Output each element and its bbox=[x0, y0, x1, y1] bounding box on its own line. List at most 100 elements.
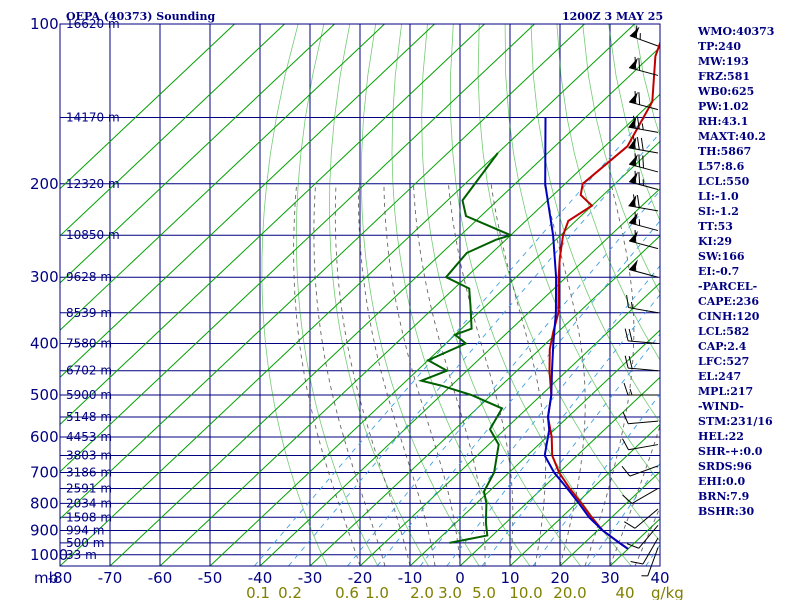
param-item: SW:166 bbox=[698, 250, 745, 263]
pressure-tick-label: 900 bbox=[30, 521, 59, 539]
mixing-ratio-label: 3.0 bbox=[438, 584, 462, 600]
height-label: 5148 m bbox=[66, 410, 112, 424]
moist-adiabat-line bbox=[357, 183, 436, 566]
param-item: LCL:582 bbox=[698, 325, 750, 338]
param-item: SHR-+:0.0 bbox=[698, 445, 763, 458]
pressure-tick-label: 200 bbox=[30, 175, 59, 193]
isotherm-line bbox=[60, 24, 535, 473]
temperature-tick-label: -30 bbox=[298, 569, 323, 587]
dry-adiabat-line bbox=[556, 24, 660, 361]
param-item: -PARCEL- bbox=[698, 280, 758, 293]
mixing-ratio-label: 2.0 bbox=[410, 584, 434, 600]
isotherm-line bbox=[109, 46, 660, 566]
dry-adiabat-line bbox=[295, 24, 379, 566]
param-item: EI:-0.7 bbox=[698, 265, 740, 278]
dry-adiabat-line bbox=[504, 24, 660, 484]
pressure-tick-label: 700 bbox=[30, 464, 59, 482]
isotherm-line bbox=[60, 24, 485, 426]
wind-barb bbox=[641, 547, 659, 577]
parcel-line bbox=[543, 117, 629, 550]
pressure-tick-label: 100 bbox=[30, 15, 59, 33]
temperature-line bbox=[546, 40, 660, 550]
mixing-ratio-unit: g/kg bbox=[651, 584, 684, 600]
height-label: 14170 m bbox=[66, 110, 120, 124]
height-label: 7580 m bbox=[66, 337, 112, 351]
mixing-ratio-label: 0.2 bbox=[278, 584, 302, 600]
temperature-tick-label: -20 bbox=[348, 569, 373, 587]
mixing-ratio-label: 0.6 bbox=[335, 584, 359, 600]
mixing-ratio-line bbox=[481, 333, 660, 566]
height-label: 500 m bbox=[66, 536, 104, 550]
dry-adiabat-line bbox=[261, 24, 328, 566]
param-item: FRZ:581 bbox=[698, 70, 751, 83]
temperature-tick-label: 30 bbox=[600, 569, 619, 587]
isotherm-line bbox=[559, 470, 660, 566]
wind-barb bbox=[621, 438, 659, 451]
mixing-ratio-line bbox=[254, 117, 646, 566]
param-item: CAP:2.4 bbox=[698, 340, 747, 353]
wind-barb bbox=[628, 194, 659, 212]
wind-barb bbox=[624, 328, 659, 345]
dewpoint-line bbox=[418, 152, 514, 544]
dry-adiabat-line bbox=[421, 24, 581, 566]
height-label: 12320 m bbox=[66, 177, 120, 191]
param-item: CAPE:236 bbox=[698, 295, 759, 308]
dry-adiabat-line bbox=[391, 24, 531, 566]
moist-adiabat-line bbox=[584, 183, 635, 566]
pressure-tick-label: 300 bbox=[30, 268, 59, 286]
temperature-tick-label: -50 bbox=[198, 569, 223, 587]
param-item: L57:8.6 bbox=[698, 160, 745, 173]
height-label: 2591 m bbox=[66, 481, 112, 495]
wind-barb bbox=[626, 294, 659, 314]
mixing-ratio-label: 0.1 bbox=[246, 584, 270, 600]
param-item: MPL:217 bbox=[698, 385, 754, 398]
isotherm-line bbox=[60, 24, 385, 331]
dry-adiabat-line bbox=[360, 24, 480, 566]
wind-barb bbox=[628, 211, 659, 232]
pressure-tick-label: 1000 bbox=[30, 546, 68, 564]
param-item: TH:5867 bbox=[698, 145, 752, 158]
height-label: 1508 m bbox=[66, 510, 112, 524]
param-item: RH:43.1 bbox=[698, 115, 749, 128]
param-item: KI:29 bbox=[698, 235, 733, 248]
isotherm-line bbox=[359, 282, 660, 566]
param-item: CINH:120 bbox=[698, 310, 760, 323]
param-item: LCL:550 bbox=[698, 175, 750, 188]
temperature-tick-label: 10 bbox=[500, 569, 519, 587]
mixing-ratio-label: 20.0 bbox=[553, 584, 586, 600]
moist-adiabat-line bbox=[447, 183, 514, 566]
wind-barb bbox=[630, 537, 659, 565]
param-item: MAXT:40.2 bbox=[698, 130, 766, 143]
param-item: LFC:527 bbox=[698, 355, 750, 368]
height-label: 5900 m bbox=[66, 388, 112, 402]
pressure-tick-label: 400 bbox=[30, 335, 59, 353]
height-label: 4453 m bbox=[66, 430, 112, 444]
wind-barb bbox=[628, 230, 659, 250]
height-label: 9628 m bbox=[66, 270, 112, 284]
wind-barb bbox=[628, 91, 659, 111]
dry-adiabat-line bbox=[450, 24, 632, 566]
param-item: TP:240 bbox=[698, 40, 742, 53]
param-item: EHI:0.0 bbox=[698, 475, 746, 488]
param-item: SRDS:96 bbox=[698, 460, 752, 473]
moist-adiabat-line bbox=[293, 183, 361, 566]
wind-barb bbox=[626, 524, 659, 549]
wind-barb bbox=[628, 153, 659, 173]
wind-barb bbox=[628, 170, 659, 190]
wind-barb bbox=[624, 355, 659, 372]
height-label: 16620 m bbox=[66, 17, 120, 31]
param-item: -WIND- bbox=[698, 400, 744, 413]
dry-adiabat-line bbox=[477, 24, 660, 542]
mixing-ratio-label: 40 bbox=[615, 584, 634, 600]
param-item: STM:231/16 bbox=[698, 415, 773, 428]
chart-time: 1200Z 3 MAY 25 bbox=[562, 10, 663, 23]
height-label: 3803 m bbox=[66, 448, 112, 462]
isotherm-line bbox=[60, 24, 335, 284]
height-label: 8539 m bbox=[66, 306, 112, 320]
wind-barb bbox=[629, 25, 659, 47]
wind-barb bbox=[623, 508, 659, 529]
height-label: 3186 m bbox=[66, 466, 112, 480]
wind-barb bbox=[623, 382, 658, 396]
moist-adiabat-line bbox=[490, 183, 547, 566]
